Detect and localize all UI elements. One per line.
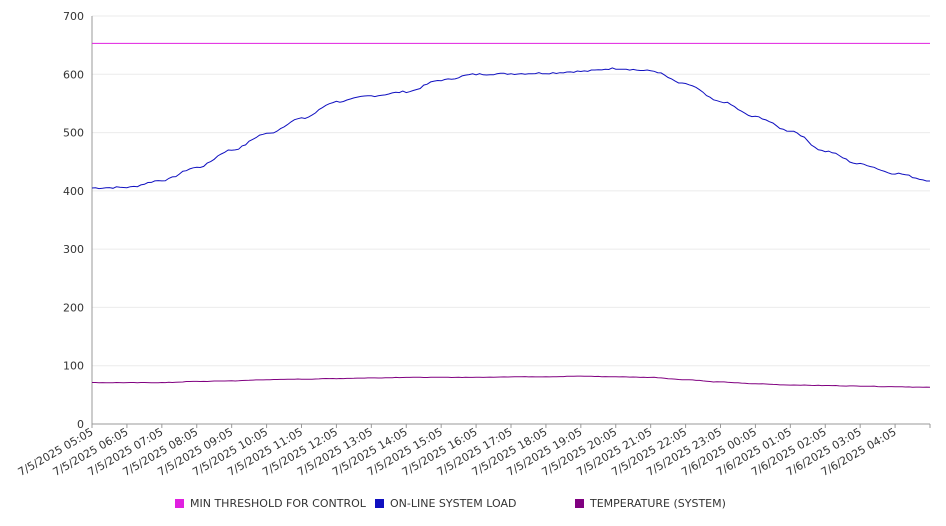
series-line-system-load	[91, 67, 930, 190]
legend-swatch-temperature	[575, 499, 584, 508]
y-tick-label: 0	[77, 418, 84, 431]
legend-item-min-threshold: MIN THRESHOLD FOR CONTROL	[175, 497, 366, 510]
legend-swatch-system-load	[375, 499, 384, 508]
y-tick-label: 100	[63, 360, 84, 373]
y-tick-label: 600	[63, 68, 84, 81]
legend: MIN THRESHOLD FOR CONTROL ON-LINE SYSTEM…	[0, 497, 946, 515]
y-tick-labels: 0 100 200 300 400 500 600 700	[63, 10, 84, 431]
y-tick-label: 300	[63, 243, 84, 256]
series-lines	[91, 42, 931, 388]
y-tick-label: 400	[63, 185, 84, 198]
y-tick-label: 200	[63, 301, 84, 314]
axes	[91, 16, 931, 428]
y-tick-label: 500	[63, 127, 84, 140]
legend-label-min-threshold: MIN THRESHOLD FOR CONTROL	[190, 497, 366, 510]
grid-lines	[92, 15, 930, 367]
legend-label-system-load: ON-LINE SYSTEM LOAD	[390, 497, 517, 510]
legend-item-system-load: ON-LINE SYSTEM LOAD	[375, 497, 516, 510]
legend-swatch-min-threshold	[175, 499, 184, 508]
legend-label-temperature: TEMPERATURE (SYSTEM)	[590, 497, 726, 510]
legend-item-temperature: TEMPERATURE (SYSTEM)	[575, 497, 726, 510]
x-tick-labels: 7/5/2025 05:057/5/2025 06:057/5/2025 07:…	[16, 425, 899, 479]
y-tick-label: 700	[63, 10, 84, 23]
series-line-temperature	[92, 375, 931, 388]
